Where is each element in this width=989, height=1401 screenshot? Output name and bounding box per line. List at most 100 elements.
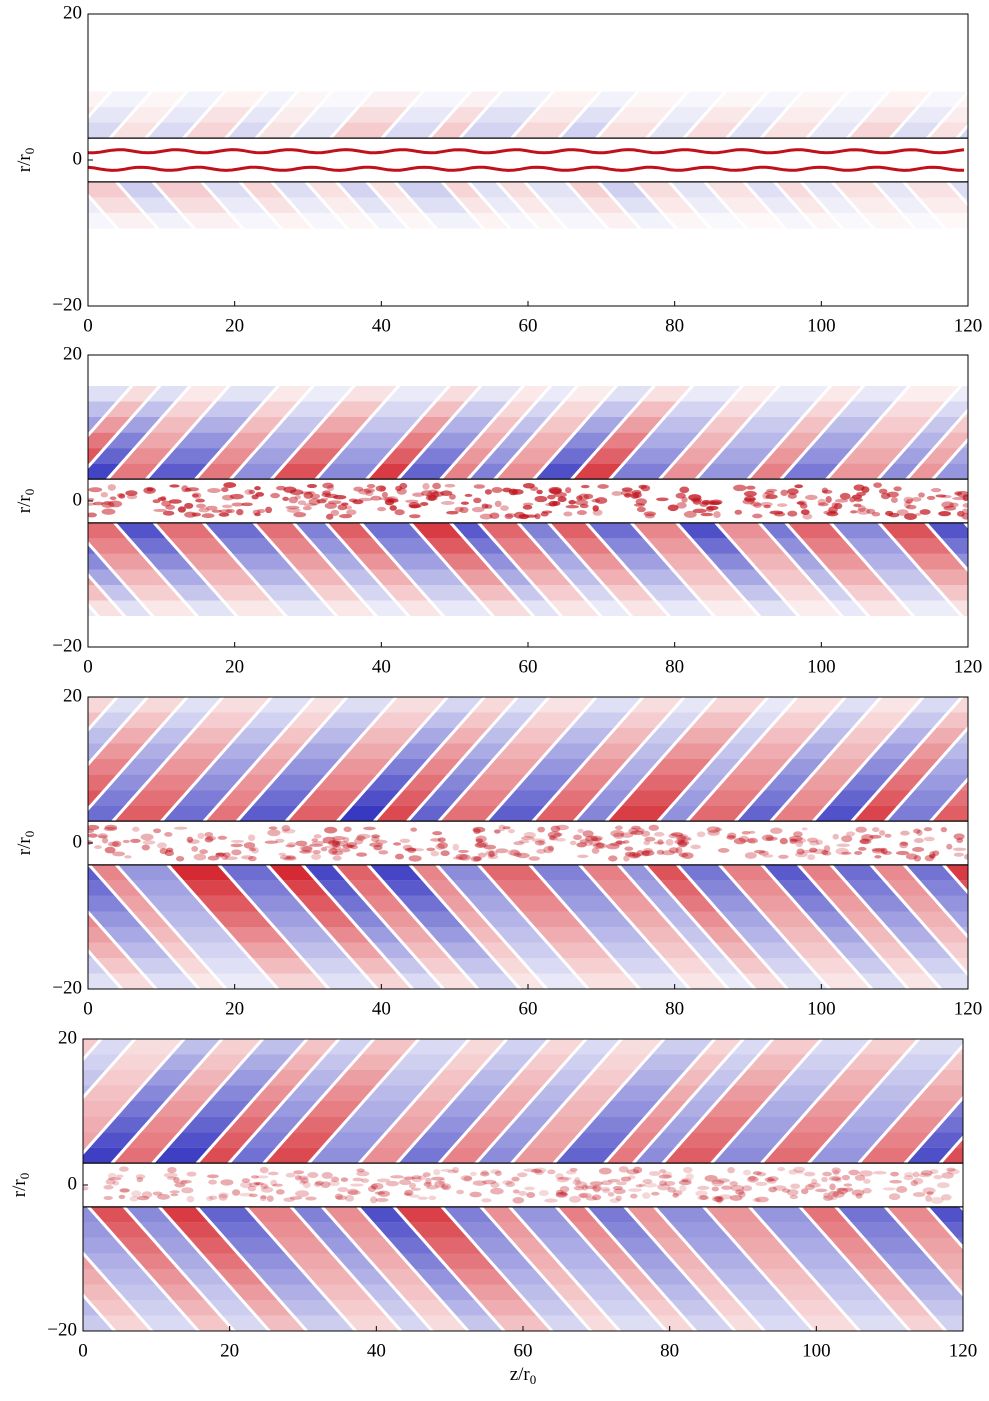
- wave-band: [0, 1117, 30, 1133]
- turbulence: [80, 1186, 88, 1190]
- turbulence: [544, 1199, 557, 1203]
- turbulence: [924, 827, 932, 831]
- turbulence: [260, 1195, 266, 1201]
- turbulence: [426, 848, 435, 852]
- turbulence: [833, 834, 839, 840]
- turbulence: [458, 850, 469, 853]
- y-tick-label: −20: [52, 635, 82, 656]
- turbulence: [314, 834, 322, 838]
- turbulence: [295, 1190, 309, 1197]
- y-tick-label: 20: [58, 1027, 77, 1048]
- x-tick-label: 20: [225, 998, 244, 1019]
- turbulence: [929, 854, 935, 859]
- turbulence: [695, 1190, 707, 1196]
- turbulence: [606, 843, 620, 849]
- wave-band: [0, 865, 24, 881]
- jet-region: [88, 138, 968, 182]
- x-tick-label: 100: [807, 998, 836, 1019]
- field-image: [0, 14, 989, 306]
- turbulence: [826, 496, 832, 503]
- turbulence: [675, 847, 682, 854]
- turbulence: [456, 854, 468, 860]
- turbulence: [101, 492, 108, 497]
- turbulence: [453, 844, 460, 851]
- turbulence: [872, 827, 880, 832]
- turbulence: [231, 840, 244, 843]
- turbulence: [485, 489, 492, 495]
- turbulence: [473, 828, 480, 834]
- turbulence: [153, 499, 161, 503]
- turbulence: [589, 840, 601, 846]
- turbulence: [337, 1187, 348, 1192]
- turbulence: [933, 1175, 942, 1179]
- y-axis-label: r/r0: [14, 148, 37, 172]
- turbulence: [489, 512, 499, 518]
- turbulence: [500, 505, 509, 511]
- turbulence: [384, 497, 395, 502]
- turbulence: [764, 505, 771, 508]
- wave-band: [0, 1222, 30, 1238]
- turbulence: [626, 1169, 639, 1174]
- turbulence: [249, 848, 256, 851]
- turbulence: [860, 839, 870, 844]
- turbulence: [123, 840, 130, 843]
- turbulence: [683, 1167, 693, 1173]
- turbulence: [225, 856, 238, 860]
- turbulence: [811, 1179, 817, 1185]
- turbulence: [335, 1194, 343, 1200]
- turbulence: [866, 509, 875, 514]
- turbulence: [729, 1181, 738, 1186]
- wave-band: [29, 213, 68, 229]
- turbulence: [794, 484, 803, 488]
- turbulence: [937, 1182, 950, 1188]
- turbulence: [378, 850, 388, 854]
- turbulence: [163, 511, 174, 516]
- turbulence: [377, 507, 386, 511]
- turbulence: [174, 1183, 185, 1188]
- turbulence: [593, 509, 603, 515]
- turbulence: [566, 1170, 577, 1174]
- turbulence: [290, 489, 304, 495]
- turbulence: [299, 850, 311, 854]
- wave-band: [970, 1300, 989, 1316]
- wave-band: [23, 402, 66, 418]
- turbulence: [657, 850, 665, 855]
- y-label-sub: 0: [22, 489, 37, 496]
- turbulence: [651, 1192, 659, 1196]
- turbulence: [331, 510, 339, 516]
- turbulence: [821, 1177, 828, 1182]
- wave-band: [977, 1222, 989, 1238]
- turbulence: [437, 842, 448, 849]
- turbulence: [690, 845, 700, 850]
- turbulence: [565, 487, 571, 493]
- x-tick-label: 120: [954, 656, 983, 677]
- turbulence: [484, 845, 496, 850]
- turbulence: [119, 1195, 126, 1199]
- wave-band: [32, 1070, 72, 1086]
- turbulence: [815, 1189, 827, 1193]
- wave-band: [0, 464, 11, 480]
- turbulence: [412, 493, 424, 497]
- turbulence: [141, 834, 154, 841]
- turbulence: [285, 844, 295, 847]
- turbulence: [957, 511, 965, 517]
- field-image: [0, 1039, 989, 1331]
- wave-band: [28, 433, 88, 449]
- y-tick-label: 0: [73, 831, 83, 852]
- turbulence: [642, 1179, 652, 1184]
- turbulence: [98, 833, 108, 838]
- turbulence: [787, 511, 797, 517]
- turbulence: [289, 497, 298, 504]
- turbulence: [170, 1193, 178, 1196]
- y-tick-label: 20: [63, 685, 82, 706]
- turbulence: [940, 495, 951, 498]
- turbulence: [420, 502, 428, 506]
- turbulence: [873, 482, 882, 488]
- wave-band: [45, 554, 81, 570]
- turbulence: [788, 493, 797, 499]
- turbulence: [333, 855, 342, 860]
- turbulence: [667, 1187, 676, 1193]
- y-label-main: r/r: [9, 1179, 30, 1198]
- y-tick-label: 0: [73, 489, 83, 510]
- wave-band: [7, 1207, 54, 1223]
